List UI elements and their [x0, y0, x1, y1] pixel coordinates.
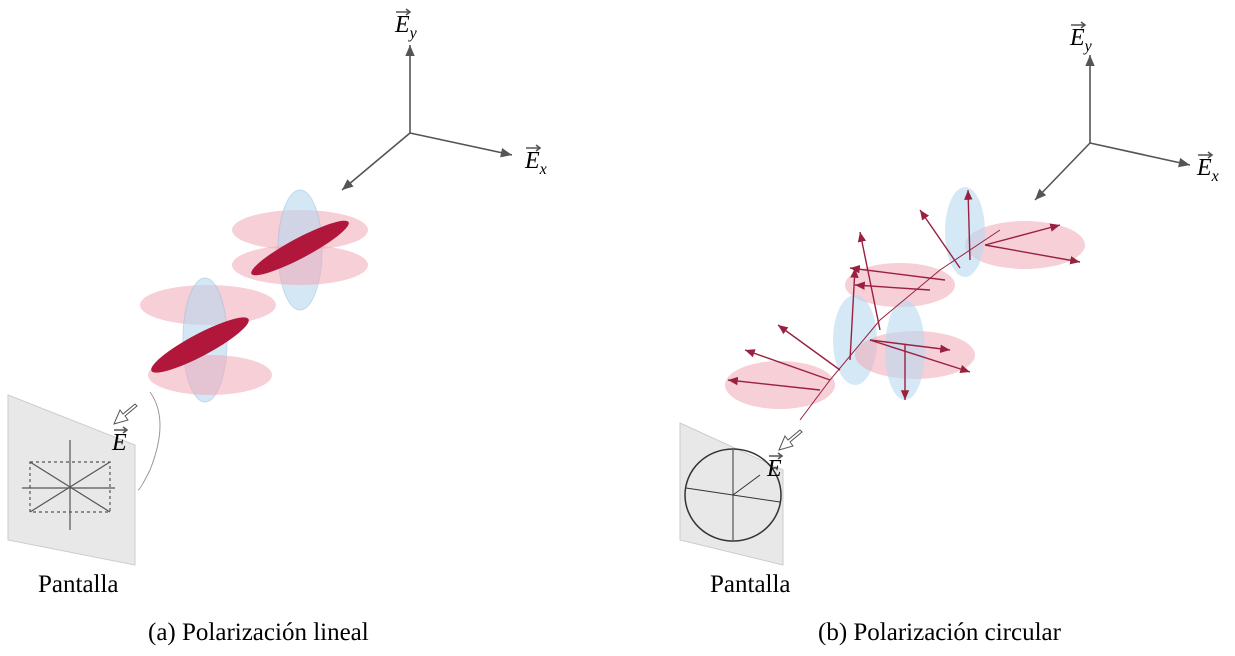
- field-arrow: [114, 404, 137, 424]
- axis-x: [1090, 143, 1190, 165]
- field-arrow: [779, 430, 802, 450]
- caption: (a) Polarización lineal: [148, 619, 369, 646]
- wave: [725, 187, 1085, 420]
- axis-z: [1035, 143, 1090, 200]
- field-label: E: [766, 456, 782, 482]
- wave: [138, 190, 368, 490]
- panel-a: Ey Ex E Pantalla (a) Polarización lineal: [8, 9, 547, 646]
- caption: (b) Polarización circular: [818, 619, 1062, 646]
- axis-x-label: Ex: [1196, 155, 1219, 185]
- screen-label: Pantalla: [38, 571, 119, 598]
- field-label: E: [111, 430, 127, 456]
- curve: [138, 392, 160, 490]
- screen-label: Pantalla: [710, 571, 791, 598]
- screen: [680, 423, 783, 565]
- panel-b: Ey Ex: [680, 22, 1219, 646]
- axis-z: [342, 133, 410, 190]
- axis-y-label: Ey: [394, 12, 418, 42]
- blue-ellipse: [945, 187, 985, 277]
- figure: Ey Ex E Pantalla (a) Polarización lineal: [0, 0, 1235, 656]
- axis-x: [410, 133, 512, 155]
- axis-y-label: Ey: [1069, 25, 1093, 55]
- axis-x-label: Ex: [524, 148, 547, 178]
